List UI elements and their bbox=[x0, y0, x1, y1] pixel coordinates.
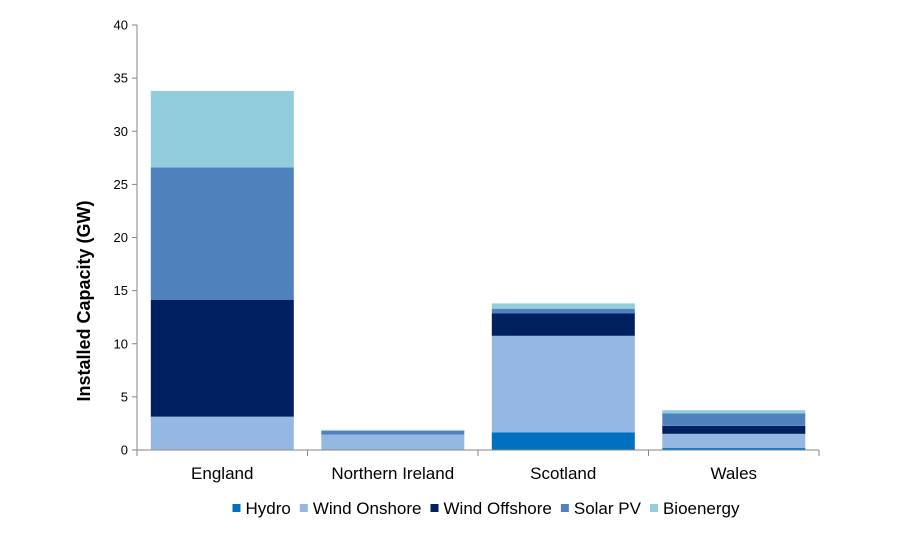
legend-item-wind-offshore: Wind Offshore bbox=[430, 499, 552, 518]
bar-segment-wind-offshore-england bbox=[150, 299, 294, 417]
bar-segment-bioenergy-wales bbox=[662, 410, 806, 414]
y-tick-label: 20 bbox=[114, 230, 128, 245]
bar-segment-wind-offshore-wales bbox=[662, 426, 806, 434]
legend-item-solar-pv: Solar PV bbox=[560, 499, 642, 518]
bar-segment-bioenergy-northern-ireland bbox=[321, 429, 465, 431]
legend-swatch bbox=[232, 504, 241, 512]
legend-swatch bbox=[299, 504, 308, 512]
legend-item-wind-onshore: Wind Onshore bbox=[299, 499, 422, 518]
legend-swatch bbox=[560, 504, 569, 512]
x-category-label: Scotland bbox=[530, 464, 596, 483]
y-tick-label: 25 bbox=[114, 177, 128, 192]
x-category-label: Wales bbox=[710, 464, 757, 483]
bar-segment-hydro-scotland bbox=[491, 432, 635, 450]
y-tick-label: 0 bbox=[121, 443, 128, 458]
legend-item-hydro: Hydro bbox=[232, 499, 291, 518]
x-category-label: England bbox=[191, 464, 253, 483]
legend-label: Wind Offshore bbox=[444, 499, 552, 518]
y-axis-title: Installed Capacity (GW) bbox=[74, 200, 94, 401]
legend-item-bioenergy: Bioenergy bbox=[649, 499, 740, 518]
y-tick-label: 15 bbox=[114, 283, 128, 298]
y-tick-label: 5 bbox=[121, 389, 128, 404]
bar-segment-wind-onshore-northern-ireland bbox=[321, 434, 465, 450]
y-tick-label: 30 bbox=[114, 124, 128, 139]
legend-label: Hydro bbox=[245, 499, 290, 518]
bar-segment-solar-pv-northern-ireland bbox=[321, 430, 465, 435]
bar-segment-bioenergy-england bbox=[150, 90, 294, 168]
legend-label: Bioenergy bbox=[663, 499, 740, 518]
bar-segment-bioenergy-scotland bbox=[491, 303, 635, 309]
legend-label: Solar PV bbox=[574, 499, 642, 518]
legend-swatch bbox=[649, 504, 658, 512]
y-tick-label: 35 bbox=[114, 71, 128, 86]
bar-segment-hydro-wales bbox=[662, 448, 806, 450]
bar-segment-solar-pv-england bbox=[150, 167, 294, 300]
bar-segment-wind-onshore-wales bbox=[662, 433, 806, 448]
y-tick-label: 10 bbox=[114, 336, 128, 351]
bars-group bbox=[150, 90, 806, 450]
bar-segment-solar-pv-wales bbox=[662, 413, 806, 426]
bar-segment-solar-pv-scotland bbox=[491, 308, 635, 314]
x-category-label: Northern Ireland bbox=[331, 464, 454, 483]
bar-segment-wind-onshore-scotland bbox=[491, 335, 635, 433]
legend: Hydro Wind Onshore Wind Offshore Solar PV Bi… bbox=[232, 499, 740, 518]
legend-swatch bbox=[430, 504, 439, 512]
bar-segment-wind-offshore-scotland bbox=[491, 313, 635, 336]
bar-segment-wind-onshore-england bbox=[150, 416, 294, 450]
y-ticks-group: 0 5 10 15 20 25 30 35 40 bbox=[114, 18, 137, 458]
legend-label: Wind Onshore bbox=[313, 499, 422, 518]
x-categories-group: England Northern Ireland Scotland Wales bbox=[191, 464, 757, 483]
y-tick-label: 40 bbox=[114, 18, 128, 33]
